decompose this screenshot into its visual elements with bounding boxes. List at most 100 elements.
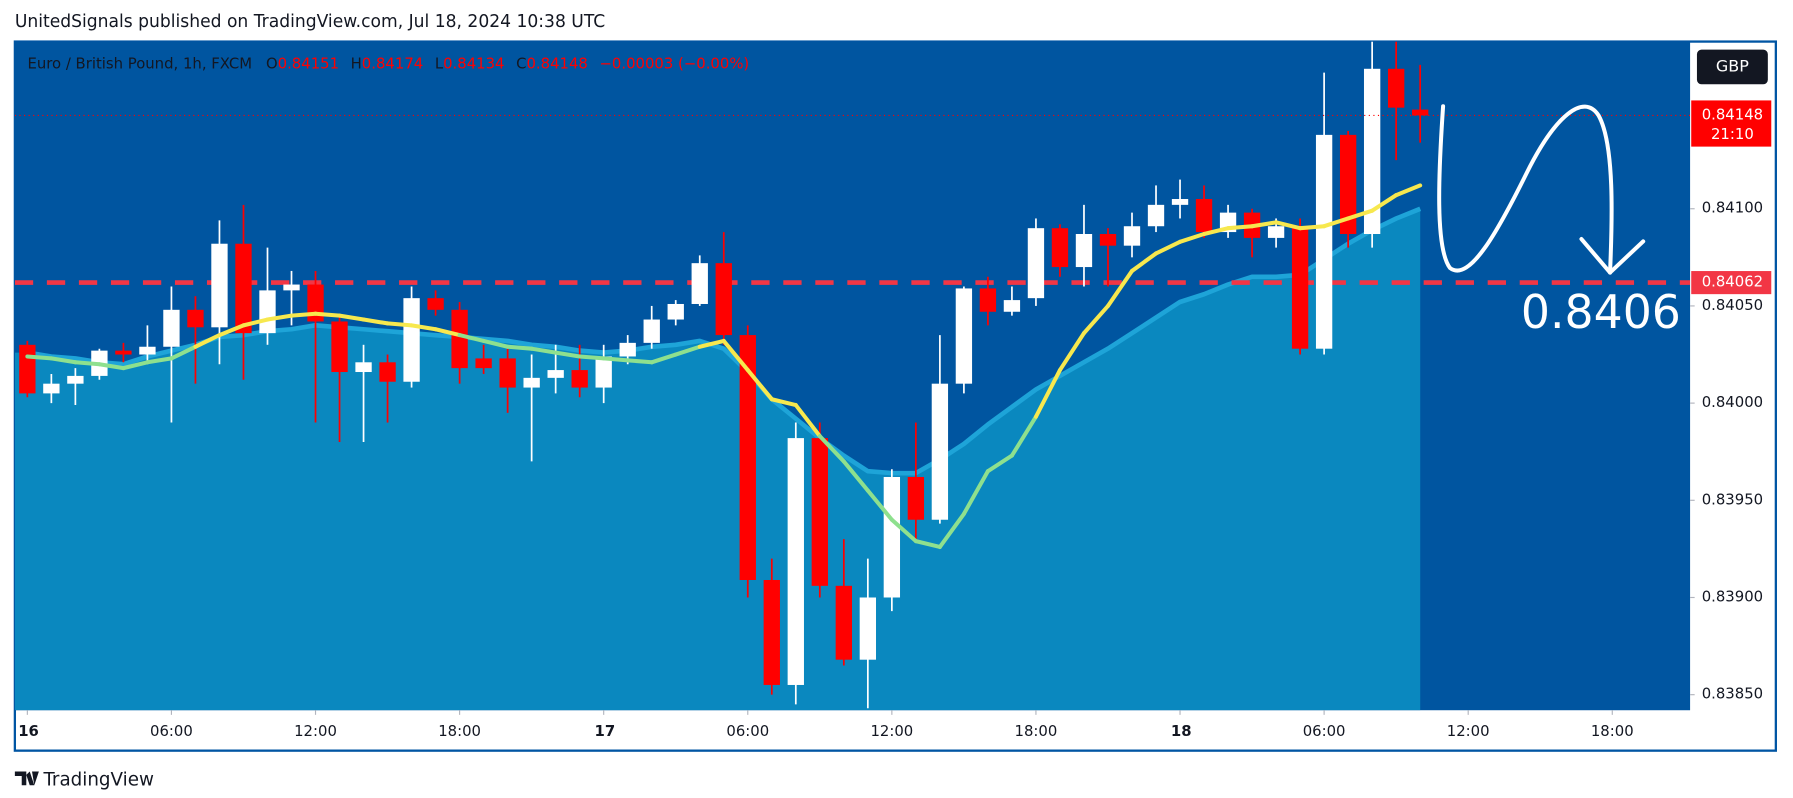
legend-value: 0.84151 — [278, 55, 339, 73]
ma-fast-segment — [505, 344, 534, 351]
candle-body — [1412, 109, 1429, 116]
annotation-text: 0.8406 — [1521, 285, 1681, 339]
ma-fast-segment — [217, 323, 246, 338]
candle-body — [1339, 134, 1357, 235]
ma-fast-segment — [649, 352, 678, 365]
candle-body — [547, 370, 564, 378]
candle-body — [139, 346, 156, 355]
x-tick-label: 16 — [18, 722, 39, 740]
candle-body — [667, 303, 684, 320]
y-tick-label: 0.83950 — [1702, 490, 1763, 508]
legend-label: O — [266, 55, 278, 73]
ma-fast-segment — [193, 333, 222, 349]
ma-fast-segment — [73, 360, 102, 367]
candle-body — [331, 321, 348, 373]
currency-button[interactable] — [1696, 49, 1768, 85]
ma-fast-segment — [601, 356, 630, 363]
candle-body — [691, 263, 708, 304]
ma-fast-segment — [937, 511, 966, 549]
ma-fast-segment — [1178, 231, 1207, 244]
ma-fast-segment — [841, 459, 870, 493]
ma-fast-segment — [1129, 251, 1159, 273]
symbol: Euro / British Pound, 1h, FXCM — [27, 55, 252, 73]
ma-area — [14, 208, 1421, 711]
publish-caption: UnitedSignals published on TradingView.c… — [15, 12, 605, 32]
candle-body — [43, 383, 60, 394]
candle-body — [907, 476, 925, 520]
candle-body — [1291, 226, 1309, 349]
legend-label: L — [435, 55, 444, 73]
candle-body — [1267, 226, 1285, 238]
ma-fast-segment — [1370, 193, 1399, 213]
x-tick-label: 12:00 — [294, 722, 337, 740]
last-price-badge — [1691, 100, 1772, 147]
candle-body — [355, 362, 372, 373]
x-tick-label: 12:00 — [870, 722, 913, 740]
ma-fast-segment — [1057, 331, 1086, 373]
ma-fast-segment — [673, 344, 702, 357]
ma-fast-segment — [1346, 208, 1375, 221]
ma-fast-segment — [745, 368, 774, 402]
ma-fast-segment — [457, 333, 486, 343]
candle-body — [835, 585, 852, 660]
candle-body — [1003, 300, 1021, 312]
countdown-label: 21:10 — [1711, 125, 1754, 143]
candle-body — [67, 375, 84, 384]
ma-fast-segment — [1154, 239, 1183, 256]
ma-fast-segment — [1009, 414, 1038, 458]
ma-fast-segment — [817, 434, 846, 464]
ma-fast-segment — [913, 539, 942, 549]
logo-mark — [14, 771, 39, 786]
tradingview-logo: TradingView — [14, 770, 154, 791]
ma-fast-segment — [721, 338, 750, 373]
candle-body — [19, 344, 36, 394]
candle-body — [859, 597, 877, 660]
currency-label[interactable]: GBP — [1716, 56, 1749, 75]
y-tick-label: 0.84100 — [1702, 199, 1763, 217]
candle-body — [1147, 204, 1165, 227]
candle-body — [1171, 199, 1189, 205]
last-price-label: 0.84148 — [1702, 105, 1763, 123]
x-tick-label: 18:00 — [1591, 722, 1634, 740]
ma-fast-segment — [1322, 216, 1351, 229]
ma-fast-segment — [361, 317, 390, 326]
level-label: 0.84062 — [1702, 273, 1763, 291]
ma-fast-segment — [385, 321, 414, 328]
candle-body — [499, 358, 516, 388]
y-tick-label: 0.84050 — [1702, 296, 1763, 314]
candle-body — [955, 288, 973, 384]
candle-body — [1363, 68, 1381, 235]
candle-body — [211, 243, 228, 328]
candle-body — [1051, 228, 1069, 268]
candle-body — [763, 579, 780, 685]
candle-body — [475, 358, 492, 369]
ma-fast-segment — [1298, 224, 1327, 231]
candle-body — [163, 309, 180, 347]
level-badge — [1691, 271, 1772, 295]
legend-label: H — [351, 55, 362, 73]
ma-fast-segment — [1033, 368, 1062, 419]
ma-fast-segment — [961, 469, 990, 516]
ma-fast-segment — [1105, 268, 1135, 308]
candle-body — [235, 243, 252, 334]
candle-body — [979, 288, 997, 312]
y-tick-label: 0.83850 — [1702, 685, 1763, 703]
candle-body — [1123, 226, 1141, 246]
ma-fast-segment — [1250, 220, 1279, 229]
symbol-legend: Euro / British Pound, 1h, FXCM O0.84151 … — [27, 55, 749, 73]
ma-fast-segment — [1226, 224, 1255, 231]
candle-body — [739, 335, 756, 580]
x-tick-label: 17 — [595, 722, 616, 740]
ma-fast-segment — [1274, 220, 1303, 231]
candle-body — [715, 263, 732, 336]
legend-value: 0.84148 — [526, 55, 587, 73]
candle-body — [115, 350, 132, 355]
legend-value: 0.84134 — [443, 55, 504, 73]
candle-body — [1387, 68, 1405, 108]
ma-fast-segment — [625, 358, 654, 365]
candle-body — [283, 284, 300, 291]
logo-text: TradingView — [42, 770, 153, 791]
y-tick-label: 0.84000 — [1702, 393, 1763, 411]
candle-body — [187, 309, 204, 328]
